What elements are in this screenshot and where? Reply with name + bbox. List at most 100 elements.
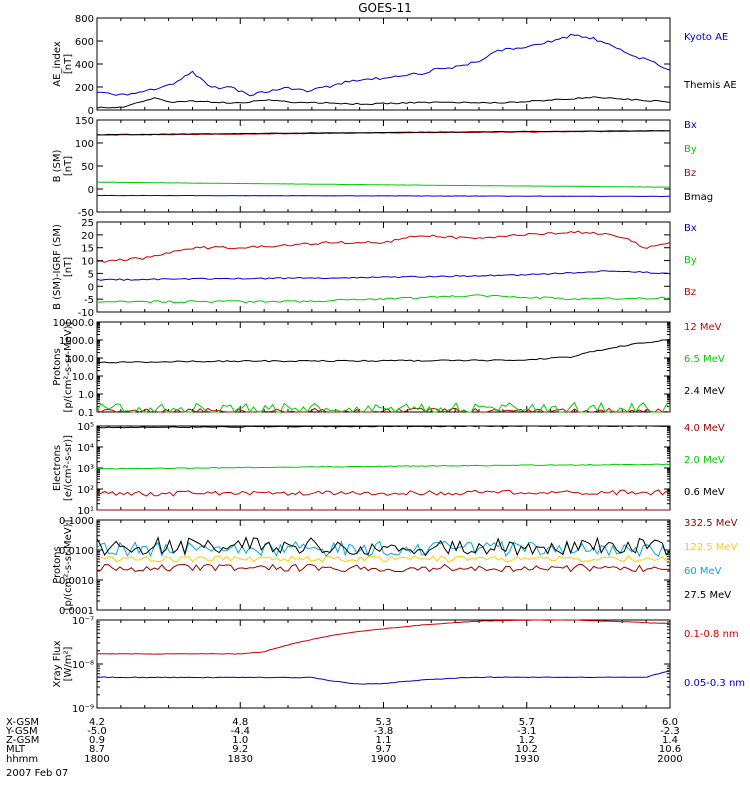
series-line-5-4: [96, 489, 671, 497]
y-axis-label-line: [nT]: [63, 156, 74, 176]
y-tick-label: 50: [81, 162, 94, 173]
series-line-3-1: [96, 270, 671, 281]
footer-row-label: Z-GSM: [6, 735, 39, 746]
y-tick-label: 10⁴: [77, 443, 94, 454]
footer-row-label: hhmm: [6, 754, 38, 765]
y-axis-label: Protons[p/(cm²-s-sr-MeV)]: [52, 321, 74, 412]
series-line-6-4: [96, 536, 671, 557]
footer-value: -3.1: [517, 726, 537, 737]
y-axis-label: Electrons[e/(cm²-s-sr)]: [52, 435, 74, 501]
y-tick-label: 1.0: [78, 390, 94, 401]
y-tick-label: 10¹: [77, 506, 94, 517]
footer-value: -2.3: [660, 726, 680, 737]
y-tick-label: 100: [75, 139, 94, 150]
footer-value: 9.2: [232, 744, 248, 755]
legend-entry: 4.0 MeV: [684, 423, 725, 434]
footer-value: 1.1: [376, 735, 392, 746]
footer-row-label: Y-GSM: [5, 726, 38, 737]
footer-value: 1800: [84, 754, 109, 765]
y-axis-label-line: [p/(cm²-s-sr-MeV)]: [63, 519, 74, 610]
legend-entry: Bx: [684, 223, 697, 234]
series-line-5-3: [96, 425, 671, 429]
footer-value: 4.2: [89, 717, 105, 728]
y-tick-label: 800: [75, 14, 94, 25]
footer-row-label: X-GSM: [6, 717, 39, 728]
series-line-3-3: [96, 230, 671, 263]
y-tick-label: 10: [81, 257, 94, 268]
y-tick-label: 0: [88, 106, 94, 117]
footer-value: 10.2: [516, 744, 538, 755]
y-axis-label: Xray Flux[W/m²]: [52, 640, 74, 687]
legend-entry: 2.4 MeV: [684, 386, 725, 397]
series-line-4-1: [96, 407, 671, 413]
y-tick-label: 0.0100: [59, 546, 94, 557]
y-axis-label: AE_index[nT]: [52, 41, 74, 87]
y-axis-label-line: AE_index: [52, 41, 63, 87]
panel-1: 0 200 400 600 800 AE_index[nT] Kyoto AE Themis …: [52, 14, 737, 117]
plot-title: GOES-11: [358, 1, 412, 15]
footer-value: -4.4: [230, 726, 250, 737]
y-axis-label-line: [nT]: [63, 54, 74, 74]
y-tick-label: 10⁵: [77, 422, 94, 433]
legend-entry: 27.5 MeV: [684, 590, 731, 601]
y-axis-label-line: [nT]: [63, 257, 74, 277]
y-axis-label-line: [e/(cm²-s-sr)]: [63, 435, 74, 501]
series-line-5-2: [96, 463, 671, 470]
y-tick-label: 10⁻⁷: [72, 616, 94, 627]
series-line-3-2: [96, 294, 671, 304]
y-axis-label-line: B (SM)-IGRF (SM): [52, 224, 63, 310]
y-tick-label: 10.0: [72, 372, 94, 383]
series-line-4-3: [96, 338, 671, 364]
panel-2: -50 0 50 100 150 B (SM)[nT] Bx By Bz Bmag: [52, 116, 713, 219]
y-axis-label-line: Xray Flux: [52, 640, 63, 687]
y-axis-label-line: [W/m²]: [63, 646, 74, 681]
y-axis-label-line: Protons: [52, 348, 63, 385]
y-axis-label-line: Protons: [52, 546, 63, 583]
y-tick-label: 10⁻⁹: [72, 704, 94, 715]
y-tick-label: -50: [78, 208, 94, 219]
y-tick-label: 15: [81, 244, 94, 255]
y-tick-label: 150: [75, 116, 94, 127]
panel-7: 10⁻⁹ 10⁻⁸ 10⁻⁷ Xray Flux[W/m²] 0.1-0.8 nm 0.0…: [52, 616, 745, 715]
series-line-2-1: [96, 194, 671, 198]
legend-entry: Bx: [684, 120, 697, 131]
panel-frame: [96, 321, 671, 413]
y-tick-label: 0.1000: [59, 516, 94, 527]
y-tick-label: 10²: [77, 485, 94, 496]
footer-value: 1830: [228, 754, 253, 765]
legend-entry: Kyoto AE: [684, 32, 728, 43]
series-line-4-2: [96, 401, 671, 414]
footer-value: 4.8: [232, 717, 248, 728]
y-tick-label: 0: [88, 185, 94, 196]
footer-value: -3.8: [374, 726, 394, 737]
y-tick-label: 10000.0: [53, 318, 94, 329]
y-tick-label: 20: [81, 231, 94, 242]
y-tick-label: 600: [75, 37, 94, 48]
y-tick-label: 5: [88, 269, 94, 280]
legend-entry: By: [684, 255, 697, 266]
footer-value: 1.2: [519, 735, 535, 746]
footer-value: 1930: [514, 754, 539, 765]
footer-value: 0.9: [89, 735, 105, 746]
legend-entry: Themis AE: [683, 80, 737, 91]
y-axis-label-line: [p/(cm²-s-sr-MeV)]: [63, 321, 74, 412]
legend-entry: 2.0 MeV: [684, 455, 725, 466]
y-tick-label: 0.0010: [59, 576, 94, 587]
series-line-2-4: [96, 129, 670, 136]
legend-entry: 0.05-0.3 nm: [684, 678, 745, 689]
footer-value: 5.7: [519, 717, 535, 728]
date-label: 2007 Feb 07: [6, 768, 68, 779]
series-line-1-2: [96, 96, 671, 109]
legend-entry: 12 MeV: [684, 322, 722, 333]
y-axis-label-line: B (SM): [52, 149, 63, 182]
series-line-1-1: [96, 33, 671, 97]
legend-entry: Bz: [684, 287, 696, 298]
panel-6: 0.0001 0.0010 0.0100 0.1000 Protons[p/(cm²-s…: [52, 516, 738, 617]
y-axis-label-line: Electrons: [52, 445, 63, 491]
series-line-6-1: [97, 563, 671, 573]
footer-value: 6.0: [662, 717, 678, 728]
y-tick-label: 200: [75, 83, 94, 94]
legend-entry: 332.5 MeV: [684, 518, 738, 529]
y-tick-label: 0.0001: [59, 606, 94, 617]
